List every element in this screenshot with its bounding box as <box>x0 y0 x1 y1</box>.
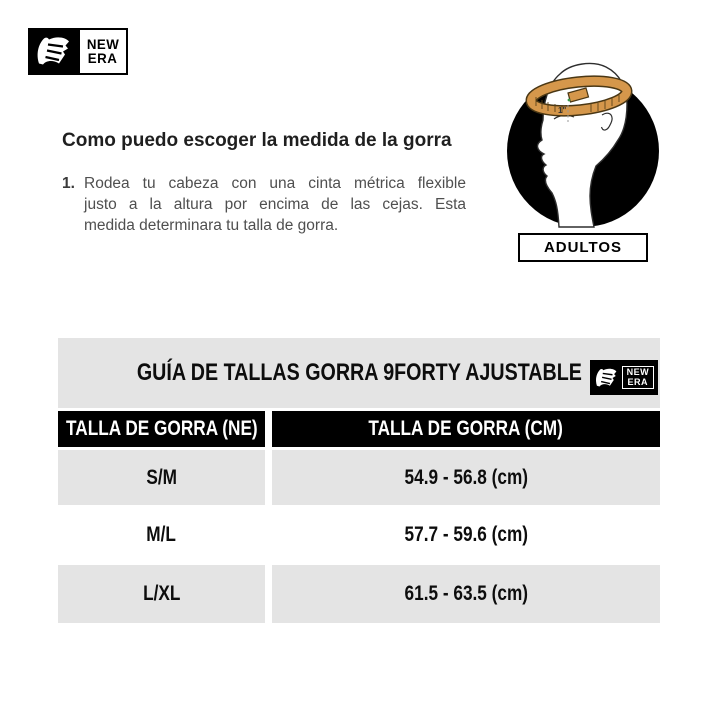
size-table-title: GUÍA DE TALLAS GORRA 9FORTY AJUSTABLE <box>136 359 582 386</box>
wordmark-line: NEW <box>86 36 120 53</box>
new-era-flag-icon <box>28 28 78 75</box>
new-era-wordmark: NEW ERA <box>622 366 654 389</box>
wordmark-line: ERA <box>627 376 649 388</box>
header-cell-size-cm: TALLA DE GORRA (CM) <box>272 411 660 447</box>
page-title: Como puedo escoger la medida de la gorra <box>62 130 452 151</box>
wordmark-line: NEW <box>626 367 650 379</box>
size-value: M/L <box>146 523 177 546</box>
step-text-line: Rodea tu cabeza con una cinta métrica fl… <box>84 175 466 192</box>
new-era-flag-icon <box>590 366 622 390</box>
table-divider <box>58 505 660 508</box>
cell-size-cm: 54.9 - 56.8 (cm) <box>272 450 660 505</box>
cell-size-cm: 57.7 - 59.6 (cm) <box>272 508 660 562</box>
cm-range-value: 61.5 - 63.5 (cm) <box>404 582 528 605</box>
step-text-line: medida determinara tu talla de gorra. <box>84 217 339 234</box>
step-text: Rodea tu cabeza con una cinta métrica fl… <box>84 173 466 236</box>
column-divider <box>265 411 272 447</box>
table-divider <box>58 562 660 565</box>
column-divider <box>265 508 272 562</box>
tape-pin-dot <box>567 98 571 102</box>
measuring-tape-icon <box>525 75 633 117</box>
cell-size-ne: L/XL <box>58 565 265 623</box>
wordmark-line: ERA <box>88 49 118 66</box>
column-divider <box>265 565 272 623</box>
header-cell-size-ne: TALLA DE GORRA (NE) <box>58 411 265 447</box>
column-divider <box>265 450 272 505</box>
tape-measure-label: 1" <box>558 106 566 115</box>
table-row: L/XL 61.5 - 63.5 (cm) <box>58 565 660 623</box>
size-value: S/M <box>146 465 177 489</box>
cell-size-ne: M/L <box>58 508 265 562</box>
table-header-row: TALLA DE GORRA (NE) TALLA DE GORRA (CM) <box>58 411 660 447</box>
cm-range-value: 54.9 - 56.8 (cm) <box>404 465 528 489</box>
new-era-logo: NEW ERA <box>28 28 128 75</box>
table-row: S/M 54.9 - 56.8 (cm) <box>58 450 660 505</box>
size-table: GUÍA DE TALLAS GORRA 9FORTY AJUSTABLE NE… <box>58 338 660 623</box>
new-era-mini-logo: NEW ERA <box>590 360 658 395</box>
header-label: TALLA DE GORRA (NE) <box>65 417 258 440</box>
size-value: L/XL <box>142 582 181 605</box>
ear-line <box>600 112 613 131</box>
cell-size-cm: 61.5 - 63.5 (cm) <box>272 565 660 623</box>
table-row: M/L 57.7 - 59.6 (cm) <box>58 508 660 562</box>
step-text-line: justo a la altura por encima de las ceja… <box>84 196 466 213</box>
table-divider <box>58 408 660 411</box>
table-divider <box>58 447 660 450</box>
header-label: TALLA DE GORRA (CM) <box>368 417 564 440</box>
head-measurement-illustration: 1" <box>507 62 659 228</box>
new-era-wordmark: NEW ERA <box>78 28 128 75</box>
cell-size-ne: S/M <box>58 450 265 505</box>
instruction-step: 1. Rodea tu cabeza con una cinta métrica… <box>62 173 466 236</box>
tape-tick-marks <box>535 95 620 113</box>
adults-button[interactable]: ADULTOS <box>518 233 648 262</box>
cm-range-value: 57.7 - 59.6 (cm) <box>404 523 528 546</box>
size-table-title-bar: GUÍA DE TALLAS GORRA 9FORTY AJUSTABLE NE… <box>58 338 660 408</box>
step-number: 1. <box>62 175 75 192</box>
